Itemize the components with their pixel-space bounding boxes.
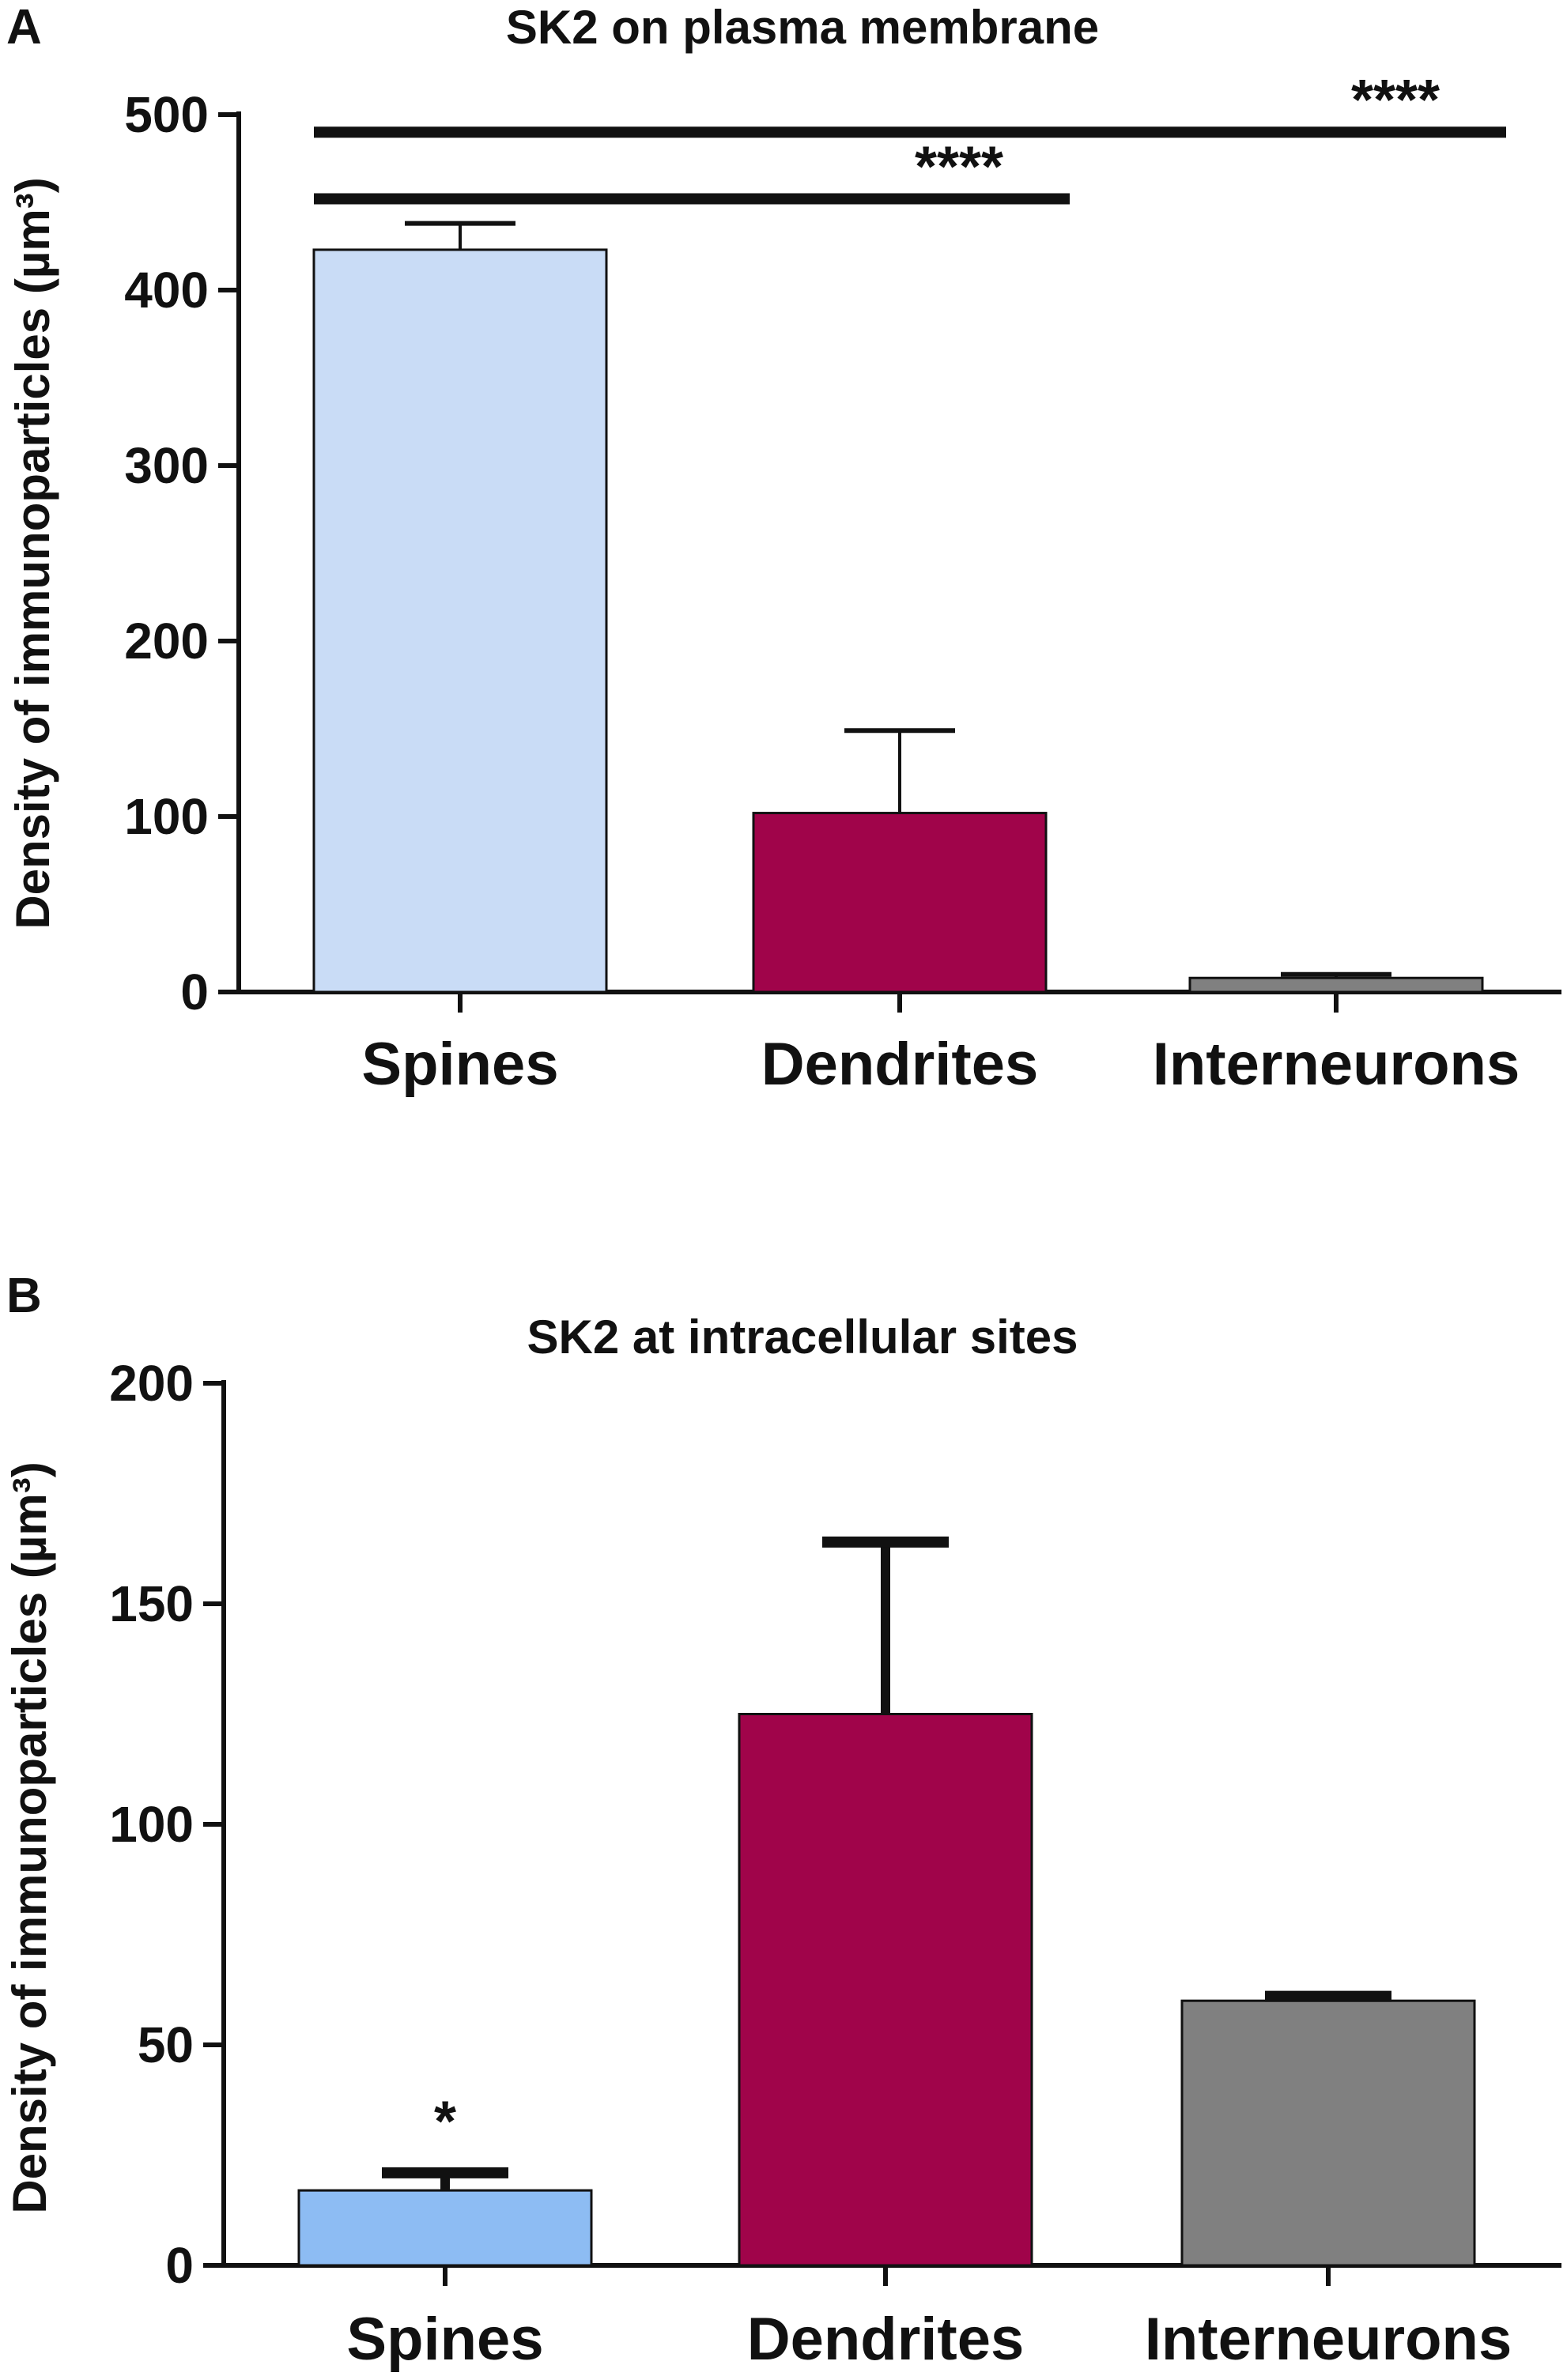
x-tick-label-dendrites: Dendrites — [761, 1031, 1039, 1098]
bar-interneurons — [1188, 976, 1484, 994]
bar-spines — [297, 2189, 593, 2267]
bar-dendrites — [752, 812, 1048, 994]
y-tick-label: 400 — [124, 262, 209, 319]
y-tick-label: 200 — [124, 613, 209, 669]
bar-interneurons — [1180, 1999, 1476, 2267]
bar-spines — [312, 248, 608, 994]
chart-panel-a: A SK2 on plasma membrane Density of immuno… — [6, 0, 1561, 1098]
significance-annotation: * — [434, 2091, 456, 2154]
y-tick-label: 0 — [180, 964, 209, 1020]
chart-title: SK2 at intracellular sites — [527, 1311, 1078, 1364]
chart-panel-b: B SK2 at intracellular sites Density of im… — [3, 1269, 1561, 2373]
bar-dendrites — [738, 1713, 1033, 2267]
chart-title: SK2 on plasma membrane — [506, 1, 1099, 54]
y-tick-label: 0 — [165, 2237, 194, 2294]
x-tick-label-interneurons: Interneurons — [1145, 2306, 1512, 2373]
y-axis-label: Density of immunoparticles (µm³) — [3, 1462, 56, 2213]
y-tick-label: 100 — [109, 1796, 194, 1853]
significance-label: **** — [1351, 69, 1440, 132]
x-tick-label-spines: Spines — [346, 2306, 543, 2373]
panel-letter: B — [6, 1269, 42, 1323]
y-tick-label: 200 — [109, 1355, 194, 1412]
significance-label: **** — [915, 136, 1003, 199]
y-axis-label: Density of immunoparticles (µm³) — [6, 177, 59, 929]
y-tick-label: 300 — [124, 437, 209, 494]
panel-letter: A — [6, 0, 42, 55]
y-tick-label: 50 — [138, 2016, 194, 2073]
x-tick-label-spines: Spines — [361, 1031, 558, 1098]
y-tick-label: 100 — [124, 788, 209, 845]
x-tick-label-interneurons: Interneurons — [1153, 1031, 1520, 1098]
y-tick-label: 500 — [124, 86, 209, 143]
y-tick-label: 150 — [109, 1575, 194, 1632]
x-tick-label-dendrites: Dendrites — [747, 2306, 1025, 2373]
